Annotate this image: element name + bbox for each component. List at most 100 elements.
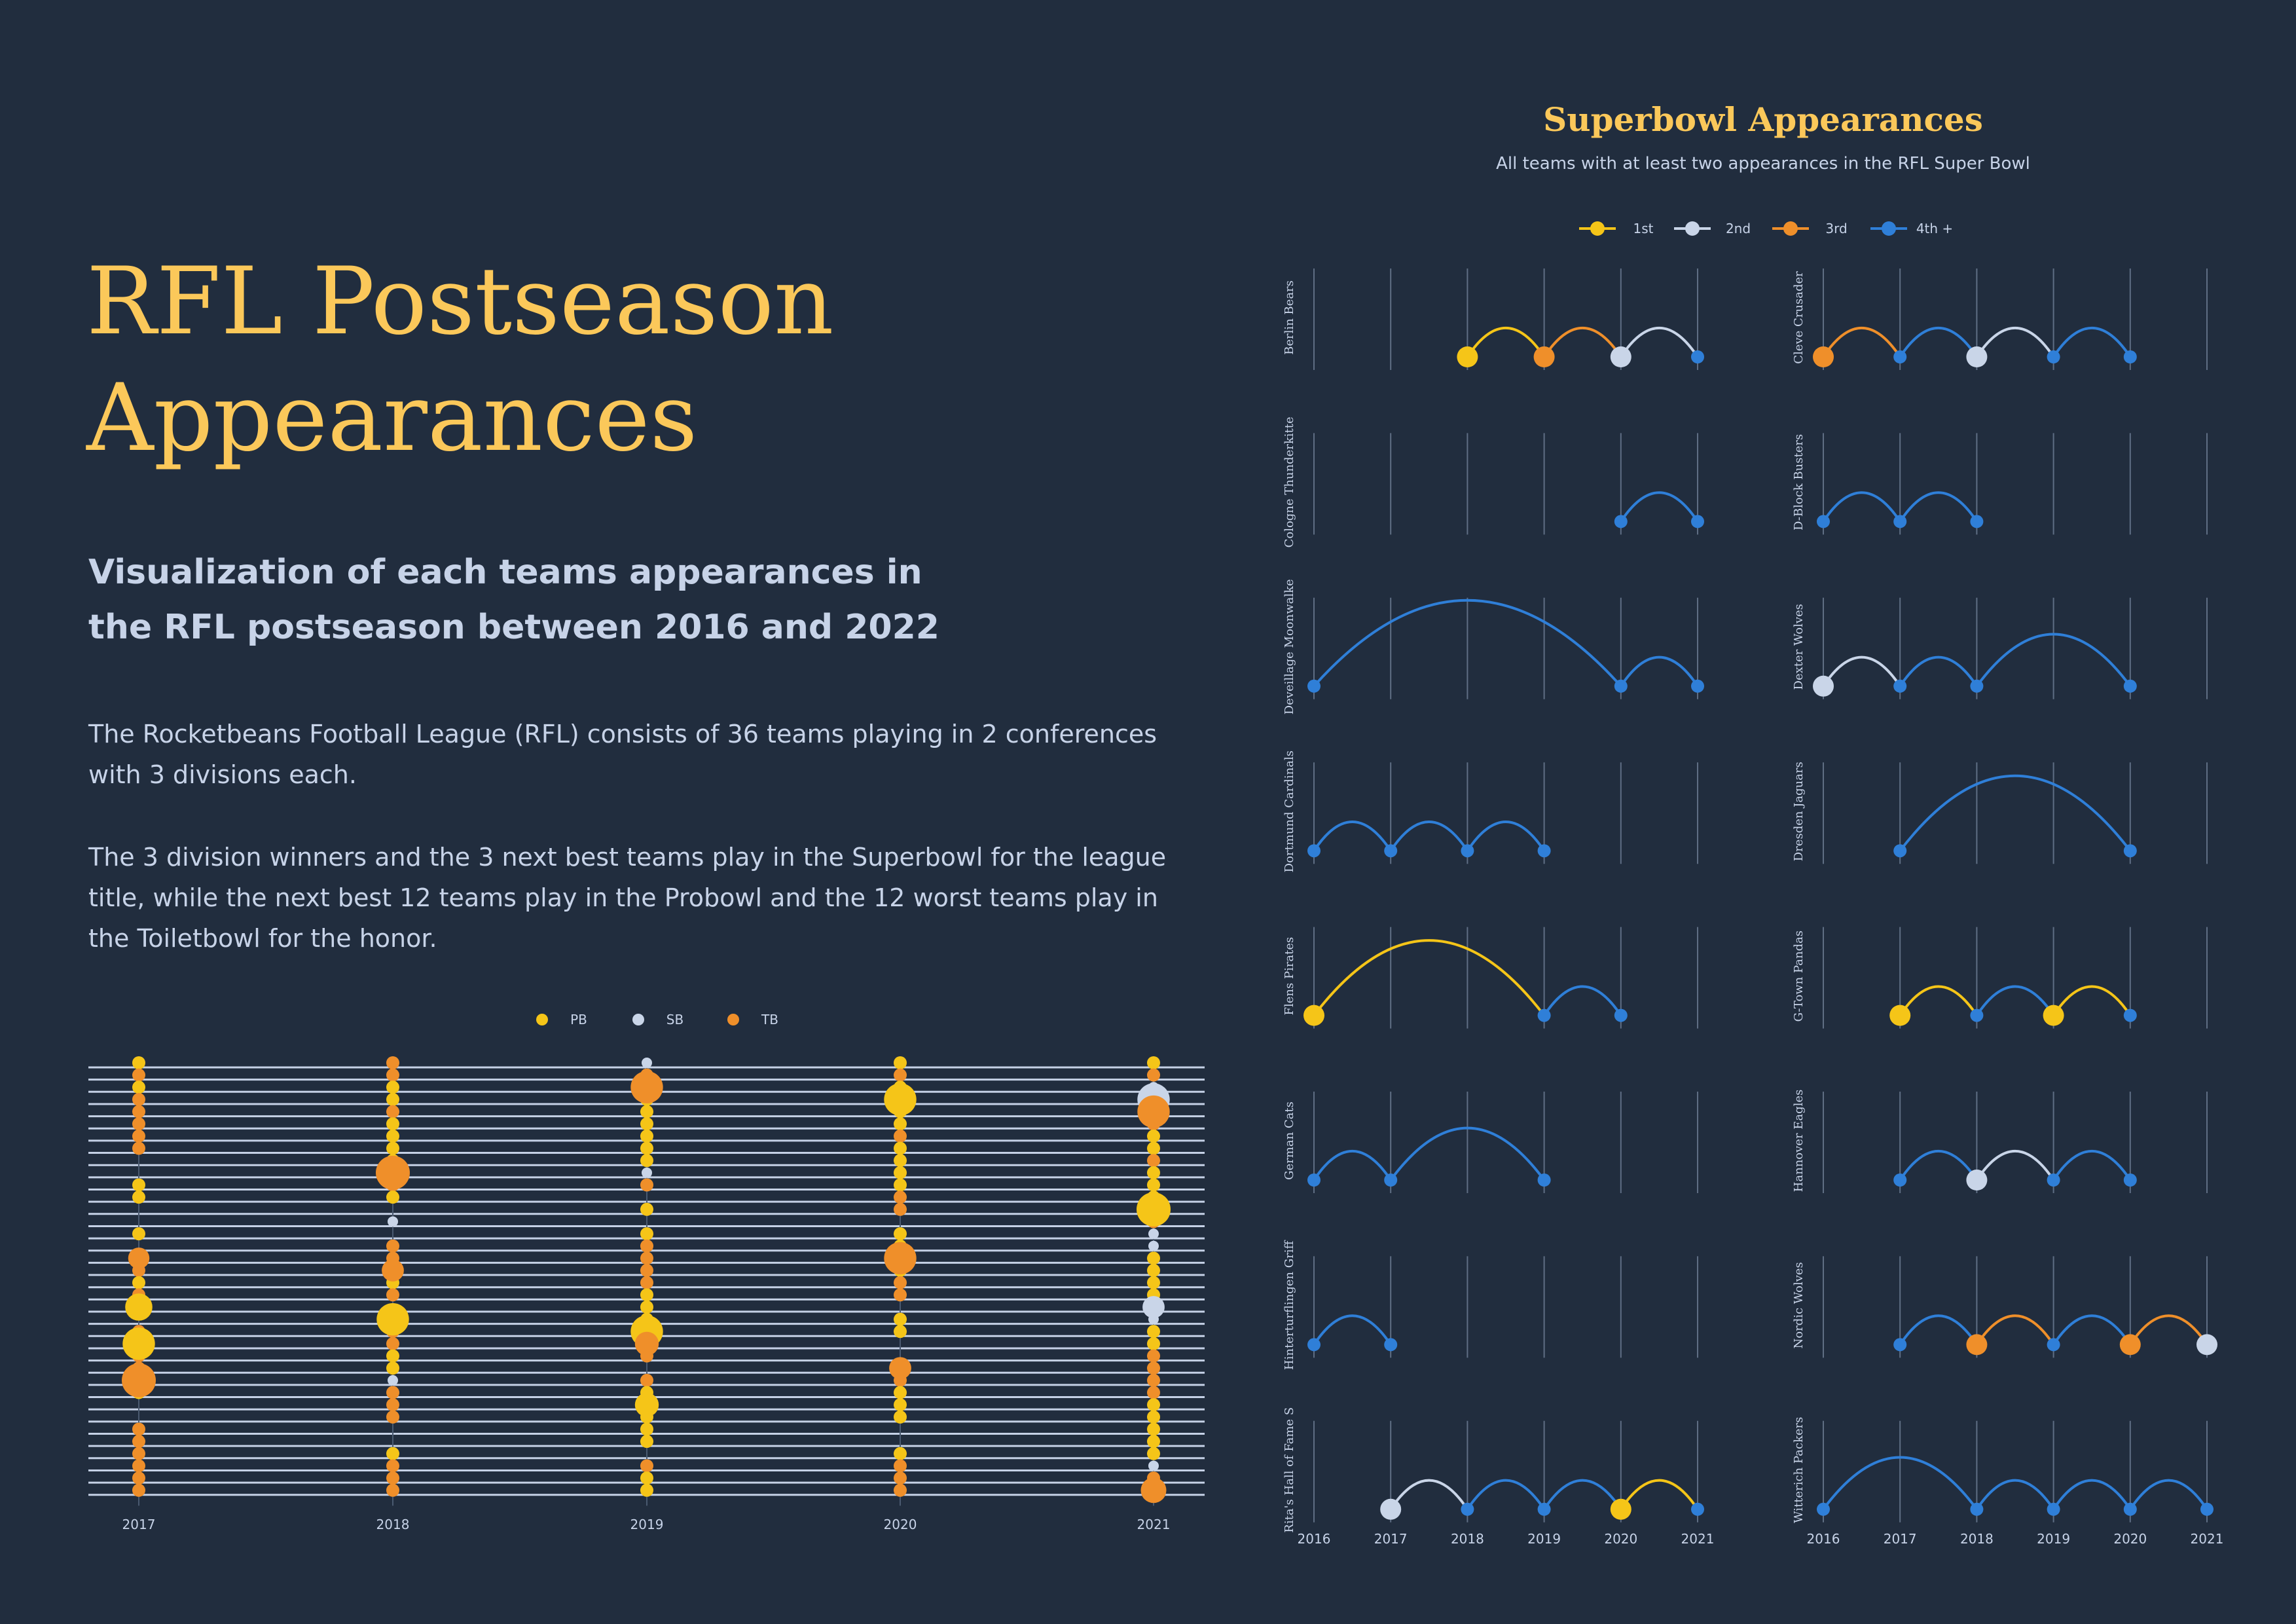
- x-tick-label: 2021: [1137, 1517, 1171, 1532]
- superbowl-subtitle: All teams with at least two appearances …: [1496, 154, 2030, 174]
- data-dot-pb: [894, 1141, 907, 1155]
- x-tick-label: 2020: [2113, 1531, 2147, 1547]
- appearance-arc: [1975, 985, 2055, 1016]
- appearance-dot: [1893, 515, 1907, 528]
- data-dot-pb: [132, 1056, 145, 1069]
- data-dot-pb: [1147, 1447, 1160, 1460]
- postseason-dot-chart: PB SB TB 2017 2018 2019 2020 2021: [88, 1012, 1205, 1532]
- x-tick-label: 2019: [2037, 1531, 2070, 1547]
- superbowl-title: Superbowl Appearances: [1543, 100, 1983, 139]
- appearance-dot: [1966, 1170, 1988, 1190]
- appearance-dot: [2123, 1502, 2137, 1516]
- data-dot-tb: [640, 1239, 653, 1253]
- appearance-arc: [1899, 491, 1978, 523]
- team-panel: Hannover Eagles: [1792, 1090, 2208, 1193]
- appearance-arc: [1466, 1479, 1546, 1510]
- data-dot-pb: [894, 1386, 907, 1399]
- data-dot-pb: [640, 1435, 653, 1449]
- team-panel: Berlin Bears: [1283, 268, 1704, 370]
- team-label: Hannover Eagles: [1792, 1090, 1806, 1192]
- appearance-arc: [1313, 821, 1392, 852]
- team-label: Rita's Hall of Fame S: [1283, 1407, 1296, 1533]
- team-label: Flens Pirates: [1283, 937, 1296, 1016]
- appearance-dot: [2047, 350, 2060, 363]
- appearance-dot: [1461, 1502, 1474, 1516]
- legend-label-tb: TB: [761, 1012, 778, 1027]
- team-panel: Nordic Wolves: [1792, 1256, 2217, 1358]
- data-dot-tb: [132, 1092, 145, 1106]
- appearance-dot: [1817, 515, 1830, 528]
- appearance-arc: [1466, 326, 1546, 358]
- data-dot-large-pb: [884, 1083, 917, 1116]
- data-dot-tb: [386, 1068, 399, 1082]
- x-tick-label: 2021: [2191, 1531, 2224, 1547]
- data-dot-pb: [386, 1349, 399, 1363]
- appearance-arc: [1620, 1479, 1699, 1510]
- appearance-dot: [1970, 515, 1984, 528]
- data-dot-pb: [1147, 1251, 1160, 1265]
- appearance-dot: [1893, 679, 1907, 693]
- data-dot-tb: [894, 1129, 907, 1143]
- data-dot-large-tb: [1137, 1095, 1170, 1128]
- data-dot-pb: [894, 1178, 907, 1192]
- data-dot-pb: [386, 1117, 399, 1131]
- data-dot-pb: [386, 1361, 399, 1375]
- appearance-arc: [1975, 1149, 2055, 1181]
- data-dot-pb: [132, 1178, 145, 1192]
- appearance-dot: [2123, 350, 2137, 363]
- data-dot-tb: [132, 1117, 145, 1131]
- data-dot-pb: [386, 1092, 399, 1106]
- appearance-dot: [2119, 1334, 2141, 1356]
- appearance-arc: [1899, 774, 2132, 852]
- data-dot-pb: [132, 1190, 145, 1204]
- data-dot-tb: [1147, 1349, 1160, 1363]
- appearance-arc: [2052, 1149, 2132, 1181]
- data-dot-pb: [894, 1410, 907, 1424]
- data-dot-large-tb: [634, 1331, 659, 1356]
- data-dot-tb: [894, 1471, 907, 1485]
- data-dot-pb: [132, 1227, 145, 1241]
- appearance-arc: [1899, 985, 1978, 1016]
- data-dot-pb: [1147, 1337, 1160, 1350]
- data-dot-pb: [894, 1227, 907, 1241]
- data-dot-tb: [132, 1459, 145, 1473]
- team-panel: Hinterturflingen Griff: [1283, 1240, 1698, 1370]
- x-tick-label: 2021: [1681, 1531, 1715, 1547]
- appearance-dot: [2047, 1338, 2060, 1352]
- data-dot-pb: [386, 1190, 399, 1204]
- appearance-dot: [1307, 844, 1321, 858]
- x-tick-label: 2018: [1960, 1531, 1994, 1547]
- page-subtitle: Visualization of each teams appearances …: [88, 553, 939, 647]
- data-dot-pb: [640, 1227, 653, 1241]
- appearance-dot: [1384, 1173, 1398, 1187]
- data-dot-tb: [640, 1276, 653, 1289]
- data-dot-large-tb: [122, 1363, 156, 1397]
- appearance-dot: [1537, 844, 1551, 858]
- data-dot-pb: [894, 1117, 907, 1131]
- team-panel: G-Town Pandas: [1792, 927, 2208, 1029]
- legend-marker-2: [1685, 221, 1700, 236]
- appearance-dot: [1966, 346, 1988, 367]
- data-dot-large-tb: [630, 1071, 663, 1103]
- x-tick-label: 2020: [1604, 1531, 1637, 1547]
- data-dot-tb: [894, 1202, 907, 1216]
- data-dot-pb: [640, 1471, 653, 1485]
- appearance-dot: [2196, 1334, 2217, 1356]
- team-panel: German Cats: [1283, 1092, 1698, 1193]
- appearance-dot: [1691, 350, 1704, 363]
- data-dot-pb: [1147, 1398, 1160, 1412]
- data-dot-pb: [1147, 1129, 1160, 1143]
- data-dot-pb: [1147, 1276, 1160, 1289]
- team-panel: Dortmund Cardinals: [1283, 750, 1698, 872]
- appearance-dot: [1461, 844, 1474, 858]
- appearance-dot: [1384, 1338, 1398, 1352]
- appearance-arc: [1822, 1456, 1978, 1510]
- team-label: Deveillage Moonwalke: [1283, 579, 1296, 714]
- data-dot-pb: [1147, 1141, 1160, 1155]
- data-dot-tb: [386, 1483, 399, 1497]
- legend-label-sb: SB: [666, 1012, 683, 1027]
- appearance-dot: [1893, 350, 1907, 363]
- data-dot-large-tb: [376, 1155, 410, 1190]
- team-label: Berlin Bears: [1283, 280, 1296, 355]
- legend-dot-sb: [632, 1014, 644, 1025]
